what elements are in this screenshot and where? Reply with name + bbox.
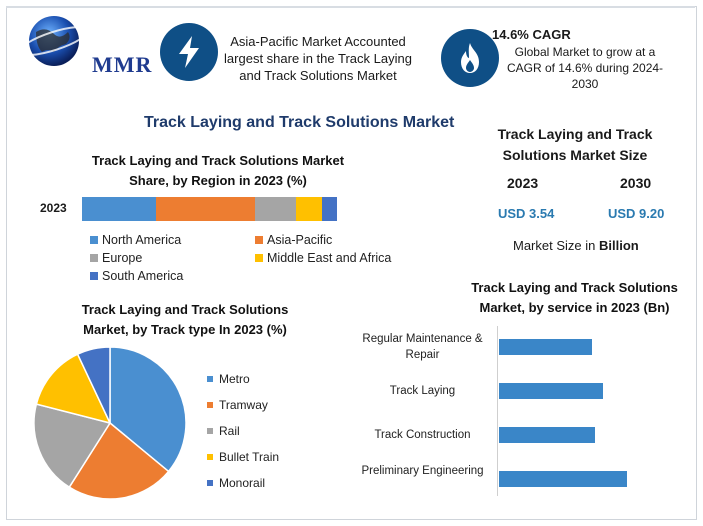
track-type-legend: Metro Tramway Rail Bullet Train Monorail [207, 366, 279, 496]
service-category-label: Preliminary Engineering [361, 465, 484, 477]
legend-label: Asia-Pacific [267, 233, 333, 247]
service-chart-title: Track Laying and Track Solutions Market,… [471, 280, 678, 315]
service-bar-preliminary-engineering [499, 471, 627, 487]
region-legend: North America Asia-Pacific Europe Middle Ea… [90, 231, 410, 285]
size-value-2030: USD 9.20 [608, 206, 665, 221]
legend-label: Europe [102, 251, 143, 265]
legend-swatch [207, 428, 213, 434]
track-type-legend-item: Bullet Train [207, 444, 279, 470]
track-type-chart-title: Track Laying and Track Solutions Market,… [81, 302, 289, 337]
region-stacked-bar [82, 197, 337, 221]
legend-swatch [207, 454, 213, 460]
track-type-legend-item: Tramway [207, 392, 279, 418]
size-unit-prefix: Market Size in [513, 238, 599, 253]
legend-label: Middle East and Africa [267, 251, 392, 265]
market-size-title: Track Laying and Track Solutions Market … [497, 126, 653, 163]
service-bar-track-laying [499, 383, 603, 399]
logo-text: MMR [92, 52, 153, 77]
size-value-2023: USD 3.54 [498, 206, 555, 221]
legend-swatch [90, 272, 98, 280]
region-legend-item: North America [90, 231, 255, 249]
top-rule [6, 6, 695, 8]
track-type-pie-chart [33, 346, 187, 500]
page-title: Track Laying and Track Solutions Market [144, 114, 455, 131]
legend-swatch [207, 480, 213, 486]
service-category-label: Regular Maintenance & Repair [362, 333, 483, 361]
legend-label: Tramway [219, 398, 268, 412]
pie-slice-bullet-train [35, 353, 112, 425]
region-legend-item: Europe [90, 249, 255, 267]
region-bar-segment-north-america [82, 197, 156, 221]
pie-slice-monorail [76, 346, 111, 424]
track-type-legend-item: Monorail [207, 470, 279, 496]
cagr-title: 14.6% CAGR [492, 27, 571, 42]
track-type-legend-item: Rail [207, 418, 279, 444]
region-bar-segment-europe [255, 197, 297, 221]
callout-asia-pacific: Asia-Pacific Market Accounted largest sh… [224, 34, 412, 83]
region-bar-segment-asia-pacific [155, 197, 256, 221]
legend-swatch [255, 236, 263, 244]
region-legend-item: Asia-Pacific [255, 231, 410, 249]
service-category-label: Track Construction [374, 429, 471, 441]
legend-label: South America [102, 269, 184, 283]
service-category-label: Track Laying [389, 385, 456, 397]
legend-label: Metro [219, 372, 250, 386]
track-type-legend-item: Metro [207, 366, 279, 392]
service-bar-track-construction [499, 427, 595, 443]
globe-icon [18, 16, 90, 66]
legend-label: North America [102, 233, 182, 247]
size-unit-bold: Billion [598, 238, 639, 253]
legend-swatch [90, 254, 98, 262]
size-unit-note: Market Size in Billion [513, 238, 639, 253]
cagr-body: Global Market to grow at a CAGR of 14.6%… [506, 45, 664, 91]
mmr-logo: MMR [18, 12, 151, 77]
region-legend-item: Middle East and Africa [255, 249, 410, 267]
pie-slice-rail [33, 403, 112, 489]
size-year-2030: 2030 [620, 175, 652, 191]
flame-icon [441, 29, 499, 87]
region-bar-segment-south-america [321, 197, 337, 221]
pie-slice-metro [109, 346, 187, 473]
size-year-2023: 2023 [507, 175, 539, 191]
legend-label: Bullet Train [219, 450, 280, 464]
pie-slice-tramway [68, 421, 170, 500]
legend-swatch [207, 402, 213, 408]
legend-swatch [90, 236, 98, 244]
legend-swatch [255, 254, 263, 262]
legend-swatch [207, 376, 213, 382]
service-chart-axis [497, 326, 498, 496]
service-bar-regular-maintenance-repair [499, 339, 593, 355]
legend-label: Monorail [219, 476, 266, 490]
legend-label: Rail [219, 424, 240, 438]
region-bar-year: 2023 [40, 201, 67, 215]
region-chart-title: Track Laying and Track Solutions Market … [91, 153, 345, 188]
region-bar-segment-middle-east-and-africa [296, 197, 322, 221]
region-legend-item: South America [90, 267, 255, 285]
lightning-bolt-icon [160, 23, 218, 81]
